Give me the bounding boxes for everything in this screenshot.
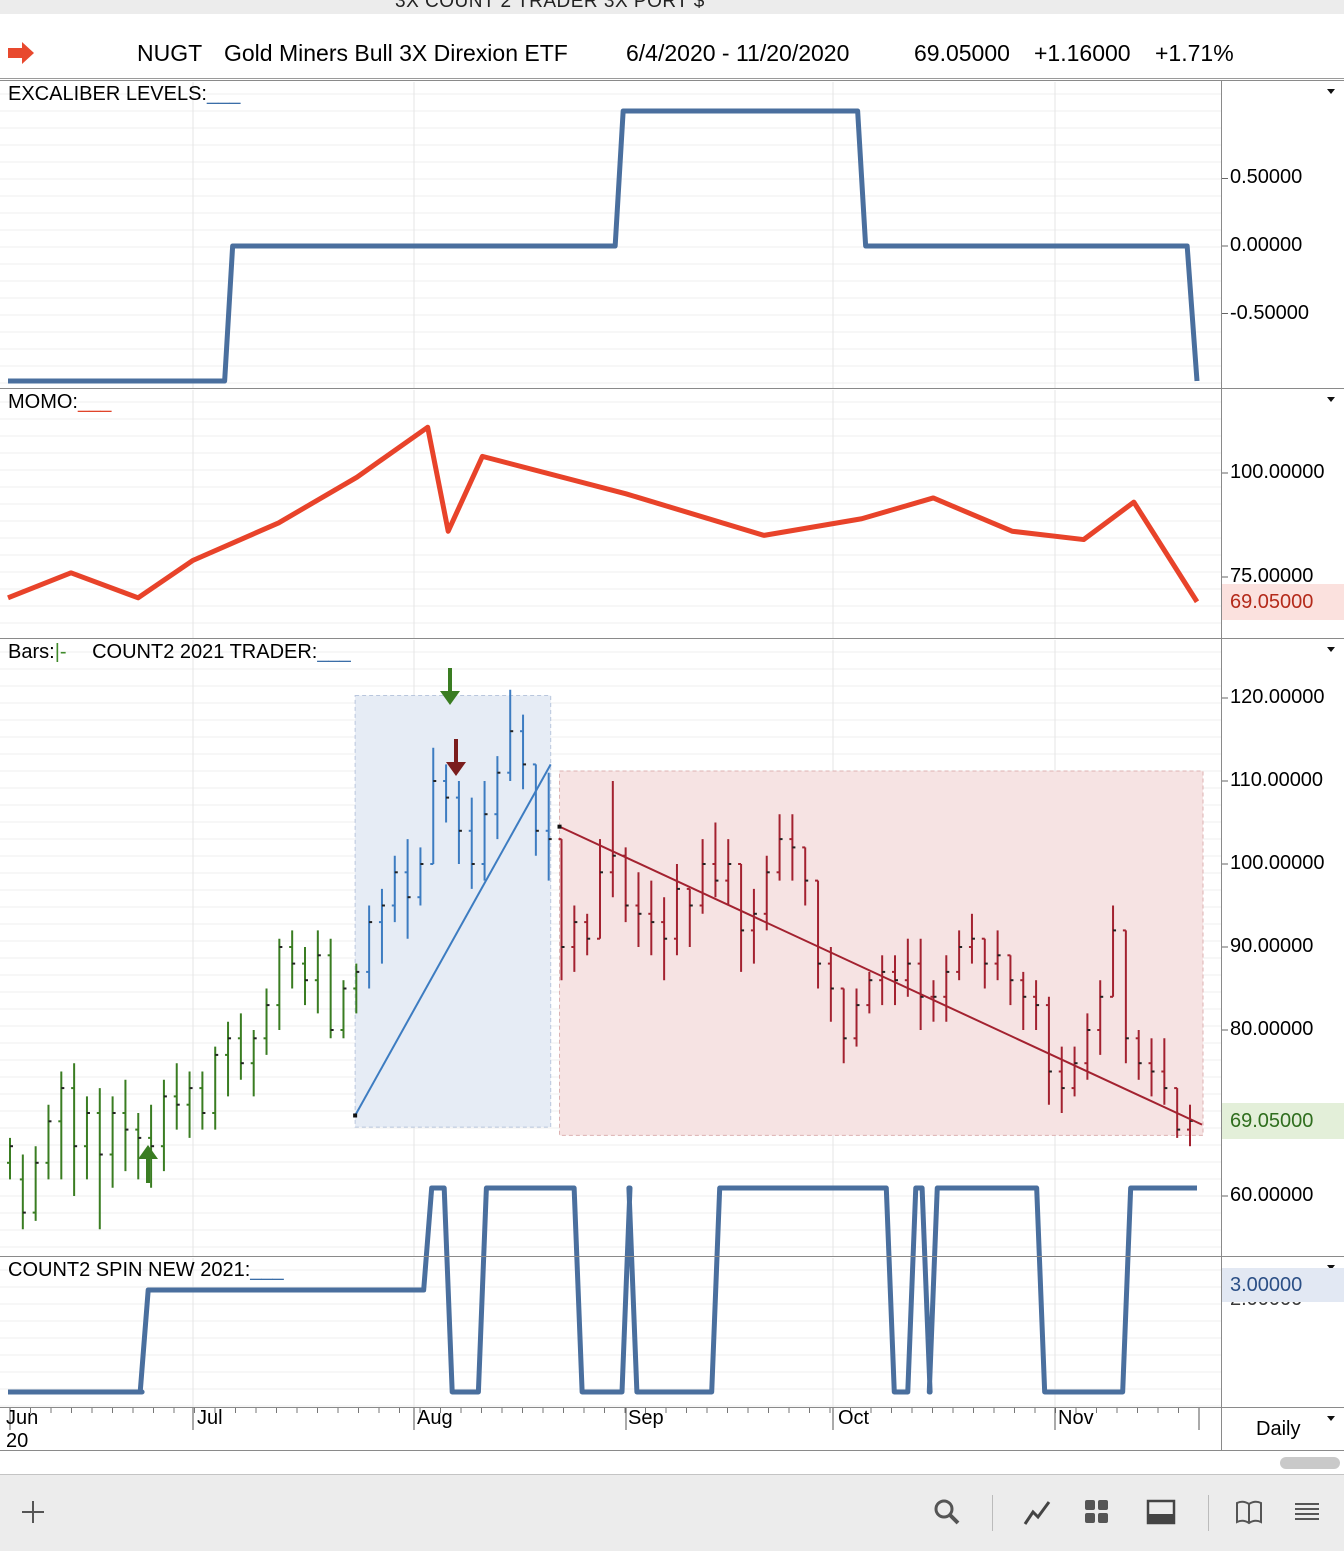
price-ytick: 120.00000 [1230,686,1325,708]
spin-pane-menu-caret[interactable] [1327,1265,1335,1270]
xaxis-year-label: 20 [6,1430,29,1452]
sell-signal-arrow-icon [440,668,460,705]
spin-line [8,1185,1197,1395]
downtrend-anchor-dot [557,824,562,829]
right-arrow-icon[interactable] [8,42,36,64]
momo-pane-label[interactable]: MOMO:___ [8,391,112,413]
short-signal-arrow-icon [446,739,466,776]
chart-canvas[interactable] [0,0,1344,1474]
price-ytick: 80.00000 [1230,1018,1314,1040]
price-ytick: 60.00000 [1230,1184,1314,1206]
bottom-toolbar [0,1474,1344,1551]
momo-ytick: 75.00000 [1230,565,1314,587]
price-pane-label[interactable]: Bars:|- COUNT2 2021 TRADER:___ [8,641,351,663]
momo-ytick: 100.00000 [1230,461,1325,483]
price-ytick: 100.00000 [1230,852,1325,874]
draw-icon[interactable] [1022,1497,1052,1527]
excaliber-pane-menu-caret[interactable] [1327,89,1335,94]
price-change: +1.16000 [1034,40,1131,66]
xaxis-month-label: Nov [1058,1407,1094,1429]
symbol-name: Gold Miners Bull 3X Direxion ETF [224,40,568,66]
menu-icon[interactable] [1292,1497,1322,1527]
spin-pane-label[interactable]: COUNT2 SPIN NEW 2021:___ [8,1259,284,1281]
excaliber-ytick: 0.00000 [1230,234,1303,256]
excaliber-ytick: 0.50000 [1230,166,1303,188]
xaxis-month-label: Aug [417,1407,453,1429]
pane-divider [0,388,1344,389]
search-icon[interactable] [932,1497,962,1527]
momo-line [7,424,1200,604]
pane-divider [0,80,1344,81]
downtrend-line [559,825,1203,1126]
plus-icon[interactable] [18,1497,48,1527]
excaliber-levels-line [8,108,1200,384]
window-title: 3X COUNT 2 TRADER 3X PORT $ [395,0,705,12]
xaxis-top-line [0,1407,1344,1408]
xaxis-month-label: Jun [6,1407,39,1429]
symbol-header: NUGT Gold Miners Bull 3X Direxion ETF 6/… [0,14,1344,79]
xaxis-bottom-line [0,1450,1344,1451]
pane-divider [0,638,1344,639]
toolbar-divider [1208,1495,1209,1531]
grid-icon[interactable] [1082,1497,1112,1527]
price-ytick: 90.00000 [1230,935,1314,957]
date-range: 6/4/2020 - 11/20/2020 [626,40,850,66]
price-ytick: 110.00000 [1230,769,1324,791]
uptrend-line [354,763,552,1116]
pane-divider [0,1256,1344,1257]
momo-last-badge: 69.05000 [1222,584,1344,620]
excaliber-ytick: -0.50000 [1230,302,1309,324]
xaxis-month-label: Oct [838,1407,870,1429]
momo-pane-menu-caret[interactable] [1327,397,1335,402]
excaliber-pane-label[interactable]: EXCALIBER LEVELS:___ [8,83,241,105]
uptrend-anchor-dot [353,1113,358,1118]
period-menu-caret[interactable] [1327,1416,1335,1421]
horizontal-scrollbar[interactable] [1280,1457,1340,1469]
xaxis-month-label: Sep [628,1407,664,1429]
last-price: 69.05000 [914,40,1010,66]
layout-icon[interactable] [1146,1497,1176,1527]
price-last-badge: 69.05000 [1222,1103,1344,1139]
price-pane-menu-caret[interactable] [1327,647,1335,652]
book-icon[interactable] [1234,1497,1264,1527]
buy-signal-arrow-icon [138,1145,158,1183]
symbol-ticker: NUGT [137,40,203,66]
xaxis-month-label: Jul [197,1407,223,1429]
price-scale-separator [1221,80,1222,1450]
toolbar-divider [992,1495,993,1531]
period-selector[interactable]: Daily [1256,1418,1301,1440]
spin-last-badge: 3.00000 [1222,1268,1344,1302]
price-change-pct: +1.71% [1155,40,1234,66]
